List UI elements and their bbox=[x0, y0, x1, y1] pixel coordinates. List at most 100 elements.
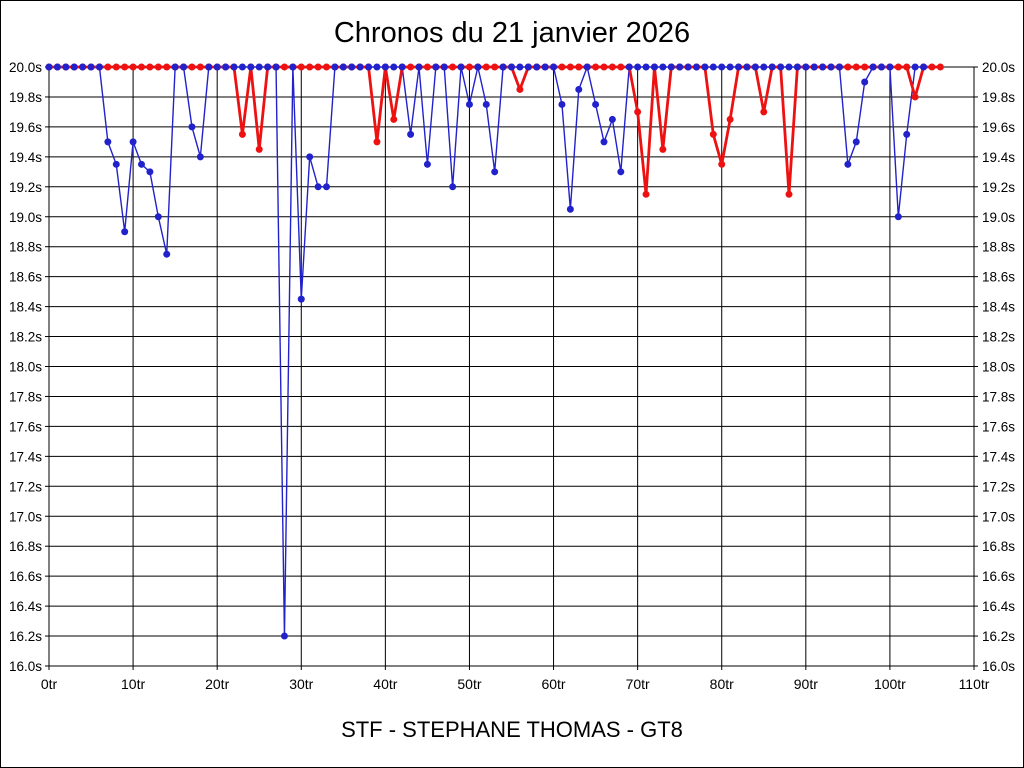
serie-rouge-point bbox=[659, 145, 667, 153]
y-tick-label-right: 19.4s bbox=[982, 150, 1015, 165]
serie-bleue-point bbox=[625, 63, 633, 71]
y-tick-label-left: 17.0s bbox=[9, 509, 42, 524]
serie-rouge-point bbox=[608, 63, 616, 71]
serie-bleue-point bbox=[440, 63, 448, 71]
y-tick-label-right: 19.8s bbox=[982, 90, 1015, 105]
y-tick-label-right: 17.4s bbox=[982, 449, 1015, 464]
y-tick-label-right: 20.0s bbox=[982, 60, 1015, 75]
serie-rouge-point bbox=[903, 63, 911, 71]
serie-bleue-point bbox=[238, 63, 246, 71]
serie-bleue-point bbox=[516, 63, 524, 71]
serie-bleue-point bbox=[920, 63, 928, 71]
serie-bleue-point bbox=[886, 63, 894, 71]
serie-bleue-point bbox=[693, 63, 700, 71]
serie-bleue-point bbox=[684, 63, 692, 71]
y-tick-label-left: 17.8s bbox=[9, 389, 42, 404]
y-tick-label-left: 19.6s bbox=[9, 120, 42, 135]
serie-bleue-point bbox=[79, 63, 87, 71]
serie-rouge-point bbox=[718, 160, 726, 168]
serie-bleue-point bbox=[743, 63, 751, 71]
y-tick-label-right: 19.6s bbox=[982, 120, 1015, 135]
serie-bleue-point bbox=[810, 63, 818, 71]
serie-rouge-point bbox=[785, 190, 793, 198]
y-tick-label-left: 16.8s bbox=[9, 539, 42, 554]
serie-rouge-point bbox=[188, 63, 196, 71]
serie-bleue-point bbox=[121, 228, 129, 236]
serie-bleue-point bbox=[835, 63, 843, 71]
serie-rouge-point bbox=[104, 63, 112, 71]
serie-bleue-point bbox=[760, 63, 768, 71]
serie-bleue-point bbox=[163, 250, 171, 258]
serie-bleue-point bbox=[600, 138, 608, 146]
y-tick-label-right: 16.4s bbox=[982, 599, 1015, 614]
serie-bleue-point bbox=[726, 63, 734, 71]
x-tick-label: 110tr bbox=[959, 676, 990, 692]
serie-rouge-point bbox=[423, 63, 431, 71]
serie-bleue-point bbox=[247, 63, 255, 71]
serie-rouge-point bbox=[449, 63, 457, 71]
serie-bleue-point bbox=[432, 63, 440, 71]
serie-bleue-point bbox=[154, 213, 162, 221]
y-tick-label-left: 20.0s bbox=[9, 60, 42, 75]
serie-bleue-point bbox=[390, 63, 398, 71]
x-tick-label: 0tr bbox=[41, 676, 58, 692]
serie-rouge-point bbox=[600, 63, 608, 71]
serie-bleue-point bbox=[861, 78, 869, 86]
serie-rouge-point bbox=[112, 63, 120, 71]
serie-bleue-point bbox=[196, 153, 204, 161]
serie-bleue-point bbox=[465, 100, 473, 108]
serie-bleue-point bbox=[381, 63, 389, 71]
serie-bleue-point bbox=[457, 63, 465, 71]
x-tick-label: 10tr bbox=[121, 676, 145, 692]
serie-bleue-point bbox=[415, 63, 423, 71]
serie-bleue-point bbox=[709, 63, 717, 71]
serie-rouge-point bbox=[516, 85, 524, 93]
serie-bleue-point bbox=[138, 160, 145, 168]
serie-bleue-point bbox=[264, 63, 272, 71]
serie-bleue-point bbox=[894, 213, 902, 221]
serie-bleue-point bbox=[777, 63, 785, 71]
serie-bleue-point bbox=[718, 63, 726, 71]
serie-bleue-point bbox=[188, 123, 196, 131]
serie-bleue-point bbox=[423, 160, 431, 168]
serie-rouge-point bbox=[592, 63, 600, 71]
serie-bleue-point bbox=[482, 100, 490, 108]
serie-rouge-point bbox=[894, 63, 902, 71]
serie-bleue-point bbox=[793, 63, 801, 71]
serie-bleue-point bbox=[45, 63, 53, 71]
serie-bleue-point bbox=[339, 63, 347, 71]
serie-rouge-point bbox=[634, 108, 642, 116]
serie-rouge-point bbox=[306, 63, 314, 71]
serie-rouge-point bbox=[297, 63, 305, 71]
x-tick-label: 20tr bbox=[205, 676, 229, 692]
chart-caption: STF - STEPHANE THOMAS - GT8 bbox=[341, 717, 683, 742]
y-tick-label-right: 19.0s bbox=[982, 210, 1015, 225]
serie-bleue-point bbox=[474, 63, 482, 71]
serie-bleue-point bbox=[491, 168, 499, 176]
serie-rouge-point bbox=[314, 63, 322, 71]
serie-bleue-point bbox=[558, 100, 566, 108]
serie-rouge-point bbox=[566, 63, 574, 71]
serie-bleue-point bbox=[819, 63, 827, 71]
y-tick-label-left: 16.4s bbox=[9, 599, 42, 614]
serie-rouge-point bbox=[617, 63, 625, 71]
x-tick-label: 100tr bbox=[874, 676, 906, 692]
chart-title: Chronos du 21 janvier 2026 bbox=[333, 17, 691, 49]
serie-rouge-point bbox=[491, 63, 499, 71]
serie-bleue-point bbox=[323, 183, 330, 191]
serie-bleue-point bbox=[272, 63, 280, 71]
serie-rouge-point bbox=[911, 93, 919, 101]
serie-bleue-point bbox=[398, 63, 406, 71]
serie-bleue-point bbox=[533, 63, 541, 71]
y-tick-label-left: 18.6s bbox=[9, 270, 42, 285]
serie-bleue-point bbox=[213, 63, 221, 71]
y-tick-label-left: 16.6s bbox=[9, 569, 42, 584]
serie-rouge-point bbox=[280, 63, 288, 71]
x-tick-label: 80tr bbox=[710, 676, 734, 692]
serie-rouge-point bbox=[407, 63, 415, 71]
y-tick-label-right: 17.6s bbox=[982, 419, 1015, 434]
serie-bleue-point bbox=[735, 63, 743, 71]
serie-rouge-point bbox=[373, 138, 381, 146]
serie-rouge-point bbox=[146, 63, 154, 71]
